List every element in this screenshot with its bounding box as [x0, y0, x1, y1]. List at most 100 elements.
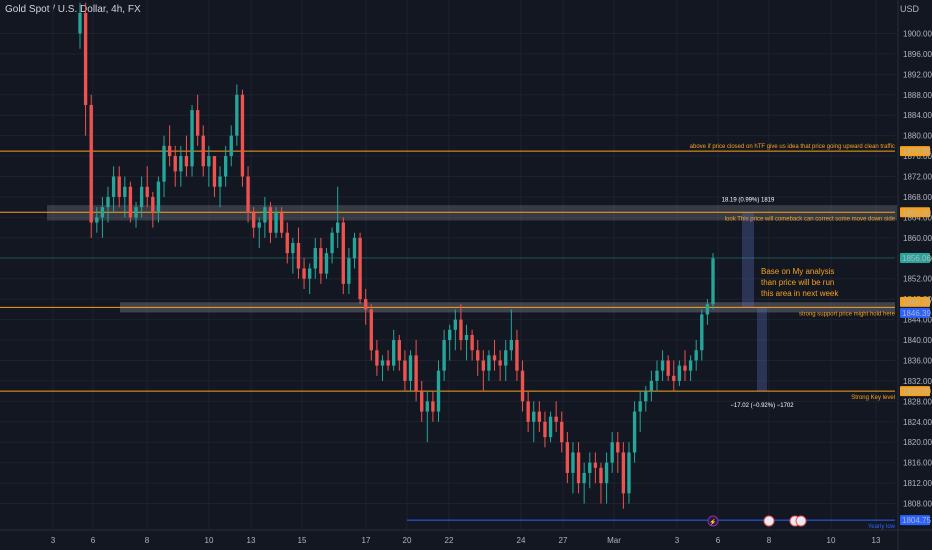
x-tick-label: 15	[298, 536, 307, 545]
price-tag	[900, 252, 930, 263]
x-tick-label: 3	[675, 536, 680, 545]
x-tick-label: 8	[767, 536, 772, 545]
candle-body	[543, 421, 547, 438]
candle-body	[700, 314, 704, 351]
y-tick-label: 1828.00	[903, 397, 932, 406]
candle-body	[257, 222, 261, 228]
lightning-icon-glyph: ⚡	[709, 518, 716, 526]
y-tick-label: 1820.00	[903, 438, 932, 447]
candle-body	[616, 442, 620, 453]
y-tick-label: 1816.00	[903, 459, 932, 468]
x-tick-label: 6	[716, 536, 721, 545]
candle-body	[571, 452, 575, 473]
x-tick-label: 13	[247, 536, 256, 545]
candle-body	[274, 212, 278, 233]
candle-body	[509, 340, 514, 351]
candle-body	[599, 467, 603, 484]
level-label: strong support price might hold here	[799, 311, 896, 317]
candle-body	[106, 196, 110, 208]
price-tag	[900, 296, 930, 307]
candle-body	[319, 248, 323, 274]
candle-body	[145, 186, 149, 197]
y-tick-label: 1888.00	[903, 91, 932, 100]
candle-body	[610, 442, 614, 463]
candle-layer	[78, 2, 715, 509]
candle-body	[207, 156, 211, 167]
candle-body	[604, 462, 609, 484]
analysis-note: Base on My analysis	[761, 267, 834, 276]
candle-body	[235, 94, 239, 136]
candle-body	[638, 401, 642, 412]
price-tag	[900, 146, 930, 157]
candle-body	[420, 391, 424, 412]
candle-body	[436, 370, 441, 412]
candle-body	[313, 248, 317, 269]
y-tick-label: 1872.00	[903, 173, 932, 182]
candle-body	[128, 186, 133, 218]
y-tick-label: 1864.00	[903, 213, 932, 222]
candle-body	[666, 360, 670, 376]
candle-body	[582, 472, 586, 484]
x-tick-label: 6	[91, 536, 96, 545]
y-tick-label: 1812.00	[903, 479, 932, 488]
x-tick-label: 13	[872, 536, 881, 545]
candle-body	[156, 181, 161, 213]
candle-body	[307, 268, 312, 279]
candle-body	[688, 360, 693, 371]
candle-body	[302, 268, 306, 279]
grid-layer	[0, 0, 895, 530]
x-tick-label: 8	[145, 536, 150, 545]
economic-event-flag-icon	[795, 515, 807, 527]
candle-body	[139, 186, 144, 208]
y-tick-label: 1876.00	[903, 152, 932, 161]
price-tag	[900, 307, 930, 318]
candle-body	[660, 360, 665, 371]
candle-body	[212, 156, 217, 187]
price-tag-label: 1856.06	[902, 254, 931, 263]
x-tick-label: 27	[559, 536, 568, 545]
candle-body	[487, 355, 491, 371]
measure-up-box	[742, 212, 754, 308]
analysis-note: this area in next week	[761, 289, 839, 298]
candle-body	[548, 416, 553, 438]
candle-body	[672, 375, 676, 381]
candle-body	[190, 110, 194, 167]
economic-event-flag-icon	[763, 515, 775, 527]
candle-body	[414, 355, 418, 392]
candle-body	[173, 156, 177, 172]
candle-body	[649, 380, 654, 392]
candle-body	[369, 309, 373, 351]
level-layer: above if price closed on hTF give us ide…	[0, 144, 896, 530]
x-tick-label: Mar	[607, 536, 621, 545]
y-tick-label: 1880.00	[903, 132, 932, 141]
candle-body	[364, 299, 368, 310]
candle-body	[644, 391, 648, 402]
price-tag	[900, 386, 930, 397]
x-tick-label: 24	[517, 536, 526, 545]
candle-body	[95, 217, 99, 223]
candle-body	[677, 365, 682, 381]
candle-body	[694, 350, 698, 361]
candle-body	[453, 319, 457, 330]
candle-body	[375, 350, 379, 366]
candle-body	[504, 350, 508, 366]
candle-body	[515, 340, 519, 371]
candle-body	[397, 340, 401, 361]
y-tick-label: 1844.00	[903, 316, 932, 325]
candle-body	[134, 207, 138, 218]
y-tick-label: 1868.00	[903, 193, 932, 202]
candle-body	[470, 334, 474, 351]
candle-body	[392, 340, 396, 366]
candle-body	[576, 452, 581, 484]
candle-body	[683, 365, 687, 371]
candle-body	[520, 370, 525, 402]
candle-body	[341, 222, 345, 284]
resistance-zone	[47, 205, 897, 221]
price-tag-label: 1865.00	[902, 208, 931, 217]
candle-body	[492, 355, 497, 361]
annotation-layer: 18.19 (0.99%) 1819 −17.02 (−0.92%) −1702 B…	[707, 197, 839, 527]
candle-body	[240, 94, 245, 177]
candle-body	[324, 253, 329, 274]
level-label: above if price closed on hTF give us ide…	[690, 144, 895, 150]
